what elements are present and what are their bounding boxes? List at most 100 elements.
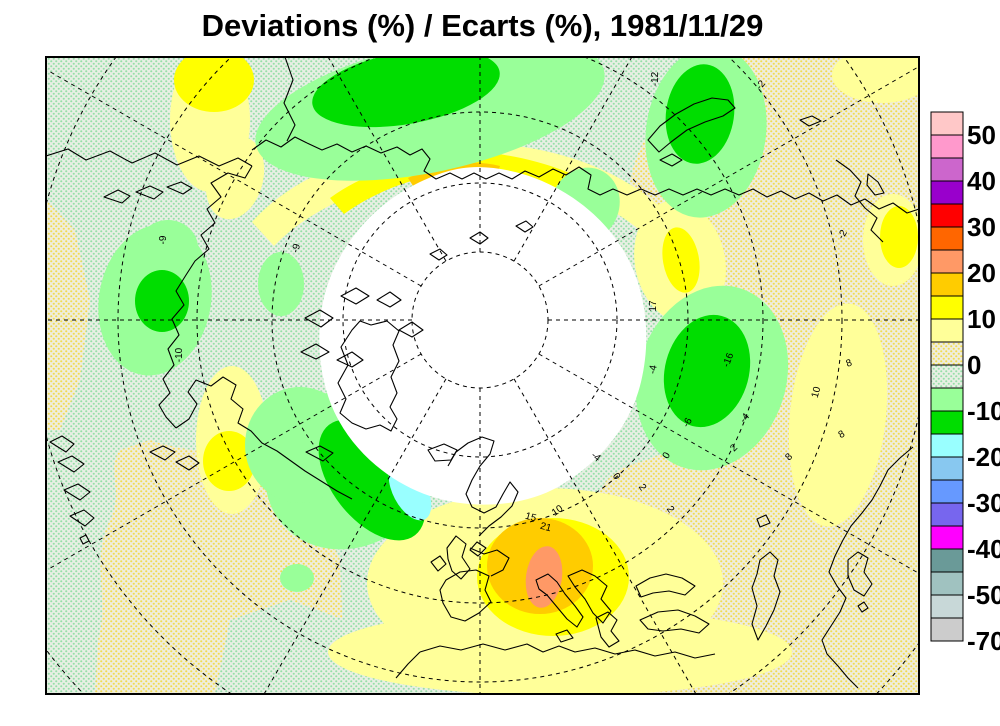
contour-label: -12 <box>650 71 661 86</box>
polar-no-data-cap <box>319 167 647 505</box>
anomaly-region-yellow <box>203 431 255 491</box>
latitude-circle <box>117 57 843 683</box>
colorbar-tick-label: -20 <box>967 442 1000 472</box>
contour-labels: -9-10-9-12 -2-217-16-4-6 -42010888-4022152… <box>158 71 854 534</box>
coastline <box>756 115 885 528</box>
colorbar-box-slate_blue <box>930 502 964 527</box>
anomaly-region-yellow <box>662 227 700 293</box>
coastline <box>429 220 534 261</box>
anomaly-region-light_yellow <box>788 303 888 527</box>
coastline <box>469 547 510 577</box>
coastline <box>751 551 781 641</box>
coastlines <box>46 57 919 689</box>
coastline <box>337 320 400 432</box>
contour-label: 17 <box>648 300 659 312</box>
colorbar-box-green <box>930 410 964 435</box>
latitude-circle <box>342 182 618 458</box>
contour-label: 8 <box>837 428 848 441</box>
coastline <box>567 569 612 624</box>
meridian-line <box>327 57 447 262</box>
meridian-line <box>513 378 697 694</box>
anomaly-region-green <box>663 314 751 428</box>
contour-label: -10 <box>174 347 185 362</box>
colorbar-tick-label: -10 <box>967 396 1000 426</box>
coastline <box>49 435 95 545</box>
colorbar-tick-label: 40 <box>967 166 996 196</box>
coastline <box>149 445 200 471</box>
figure-title: Deviations (%) / Ecarts (%), 1981/11/29 <box>201 8 764 43</box>
anomaly-region-light_yellow <box>832 57 919 103</box>
colorbar-box-orange <box>930 226 964 251</box>
anomaly-region-yellow <box>174 57 254 112</box>
map-frame <box>45 56 920 695</box>
contour-label: 8 <box>845 357 854 369</box>
colorbar-tick-label: 30 <box>967 212 996 242</box>
colorbar-tick-label: -40 <box>967 534 1000 564</box>
coastline <box>251 57 308 151</box>
latitude-circle <box>196 57 764 604</box>
coastline <box>300 287 424 368</box>
coastline <box>46 148 253 167</box>
colorbar-box-gray <box>930 617 964 642</box>
anomaly-region-green <box>312 57 500 128</box>
colorbar-box-pale_gray <box>930 594 964 619</box>
meridian-line <box>263 378 447 694</box>
colorbar-tick-label: -70 <box>967 626 1000 656</box>
coastline <box>595 611 620 648</box>
coastline <box>158 165 253 429</box>
contour-label: -9 <box>158 235 169 244</box>
contour-label: 15 <box>524 511 538 525</box>
colorbar-tick-label: 0 <box>967 350 981 380</box>
colorbar-box-yellow <box>930 295 964 320</box>
meridian-line <box>513 57 633 262</box>
coastline <box>306 142 919 214</box>
contour-label: -4 <box>647 364 659 375</box>
anomaly-region-salmon <box>525 546 563 608</box>
meridian-line <box>46 353 422 572</box>
colorbar-box-orchid <box>930 157 964 182</box>
coastline <box>447 436 519 537</box>
contour-label: 0 <box>661 450 674 461</box>
coastline <box>439 569 492 622</box>
anomaly-region-light_green <box>258 252 304 316</box>
contour-label: -16 <box>721 351 736 369</box>
colorbar-box-light_blue <box>930 456 964 481</box>
anomaly-region-light_yellow <box>205 136 265 220</box>
contour-label: 21 <box>539 521 553 535</box>
anomaly-region-yellow <box>880 206 918 268</box>
coastline <box>639 609 710 634</box>
coastline <box>305 445 334 462</box>
coastline <box>647 97 736 153</box>
anomaly-region-light_green <box>280 564 314 592</box>
colorbar-box-pink <box>930 134 964 159</box>
stipple-patch <box>215 600 345 694</box>
coastline <box>469 541 487 557</box>
colorbar-tick-label: 20 <box>967 258 996 288</box>
coastline <box>659 153 683 167</box>
colorbar-box-blue <box>930 479 964 504</box>
anomaly-region-light_green <box>138 220 198 276</box>
coastline <box>535 573 584 643</box>
coastline <box>395 643 716 679</box>
colorbar: 50 40 30 20 10 0 -10 -20 -30 -40 -50 -70 <box>930 111 1000 656</box>
contour-label: 10 <box>810 385 824 399</box>
coastline <box>635 573 696 598</box>
coastline <box>103 181 193 204</box>
colorbar-tick-label: 10 <box>967 304 996 334</box>
anomaly-blobs <box>98 57 919 694</box>
colorbar-box-salmon <box>930 249 964 274</box>
contour-label: 2 <box>664 504 676 515</box>
colorbar-box-light_teal <box>930 571 964 596</box>
meridian-line <box>538 353 919 575</box>
colorbar-box-purple <box>930 180 964 205</box>
colorbar-tick-label: -50 <box>967 580 1000 610</box>
contour-label: -9 <box>290 242 303 254</box>
colorbar-box-light_green <box>930 387 964 412</box>
anomaly-region-green <box>665 64 735 164</box>
meridian-line <box>538 65 919 287</box>
colorbar-box-stipple_yellow <box>930 341 964 366</box>
anomaly-region-green <box>135 270 189 332</box>
